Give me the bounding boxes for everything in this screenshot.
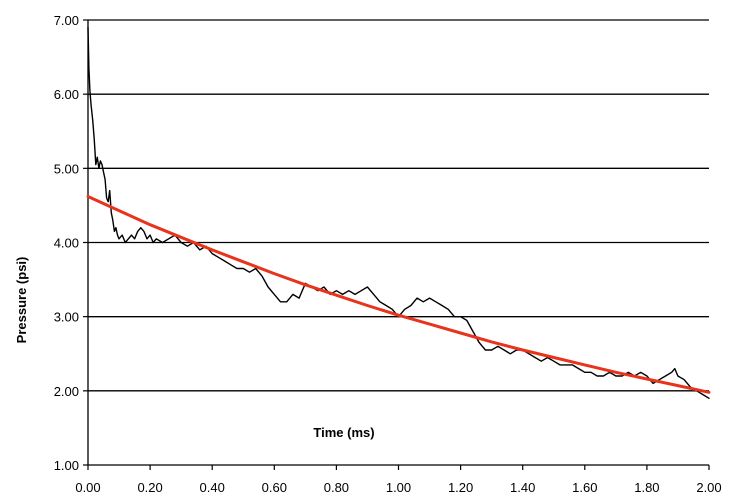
y-tick-labels: 1.00 2.00 3.00 4.00 5.00 6.00 7.00 — [54, 13, 79, 473]
y-tick-label: 6.00 — [54, 87, 79, 102]
x-tick-label: 1.20 — [448, 480, 473, 495]
y-axis-label: Pressure (psi) — [14, 257, 29, 344]
y-tick-label: 7.00 — [54, 13, 79, 28]
y-tick-label: 3.00 — [54, 310, 79, 325]
x-tick-label: 2.00 — [696, 480, 721, 495]
x-tick-label: 1.60 — [572, 480, 597, 495]
axes — [83, 19, 710, 470]
x-tick-labels: 0.00 0.20 0.40 0.60 0.80 1.00 1.20 1.40 1.60 1.80… — [75, 480, 721, 495]
series-group — [86, 26, 711, 399]
x-tick-label: 0.40 — [200, 480, 225, 495]
y-tick-label: 2.00 — [54, 384, 79, 399]
x-tick-label: 0.80 — [324, 480, 349, 495]
x-tick-label: 1.40 — [510, 480, 535, 495]
measured-pressure-line — [87, 26, 710, 399]
gridlines — [88, 19, 709, 392]
fit-curve-line — [86, 195, 711, 394]
x-tick-label: 1.00 — [386, 480, 411, 495]
x-tick-label: 1.80 — [634, 480, 659, 495]
x-tick-label: 0.00 — [75, 480, 100, 495]
x-tick-label: 0.60 — [262, 480, 287, 495]
y-tick-label: 4.00 — [54, 236, 79, 251]
x-axis-label: Time (ms) — [313, 425, 374, 440]
y-tick-label: 5.00 — [54, 161, 79, 176]
y-tick-label: 1.00 — [54, 458, 79, 473]
x-tick-label: 0.20 — [137, 480, 162, 495]
